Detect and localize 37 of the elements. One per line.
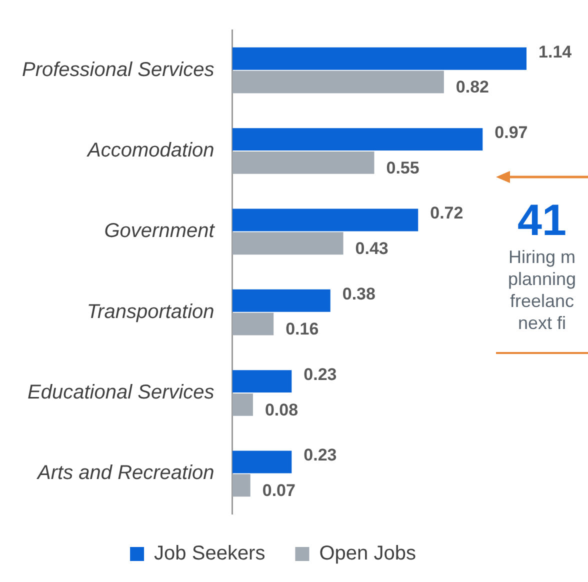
data-label: 0.82 (456, 78, 490, 97)
data-label: 0.16 (286, 320, 319, 339)
bar (232, 474, 250, 497)
y-tick-label: Government (104, 220, 216, 242)
annotation: 41 (516, 196, 568, 246)
data-label: 0.07 (262, 481, 296, 500)
data-label: 0.55 (386, 158, 420, 178)
y-tick-label: Accomodation (86, 140, 214, 162)
bar (232, 128, 483, 151)
y-tick-label: Professional Services (22, 58, 214, 81)
data-label: 0.97 (494, 122, 528, 142)
legend-label: Job Seekers (154, 542, 266, 565)
data-label: 0.72 (430, 204, 464, 223)
annotation: Hiring m (507, 246, 576, 268)
annotation: next fi (516, 312, 568, 334)
bar (232, 312, 274, 336)
legend-label: Open Jobs (319, 542, 416, 565)
data-label: 1.14 (538, 42, 572, 62)
data-label: 0.23 (304, 364, 337, 384)
bar (232, 393, 253, 416)
bar (232, 289, 330, 312)
y-tick-label: Transportation (86, 300, 214, 323)
bar (232, 151, 374, 174)
data-label: 0.38 (342, 284, 376, 304)
data-label: 0.08 (264, 400, 298, 420)
y-tick-label: Educational Services (28, 382, 214, 404)
bar (232, 208, 418, 232)
data-label: 0.43 (355, 239, 388, 258)
annotation: planning (506, 268, 578, 290)
y-tick-label: Arts and Recreation (36, 462, 214, 484)
bar (232, 47, 527, 70)
annotation: freelanc (508, 290, 576, 312)
data-label: 0.23 (304, 446, 337, 465)
bar (232, 370, 292, 393)
bar (232, 232, 344, 255)
bar (232, 70, 444, 94)
bar (232, 450, 292, 474)
